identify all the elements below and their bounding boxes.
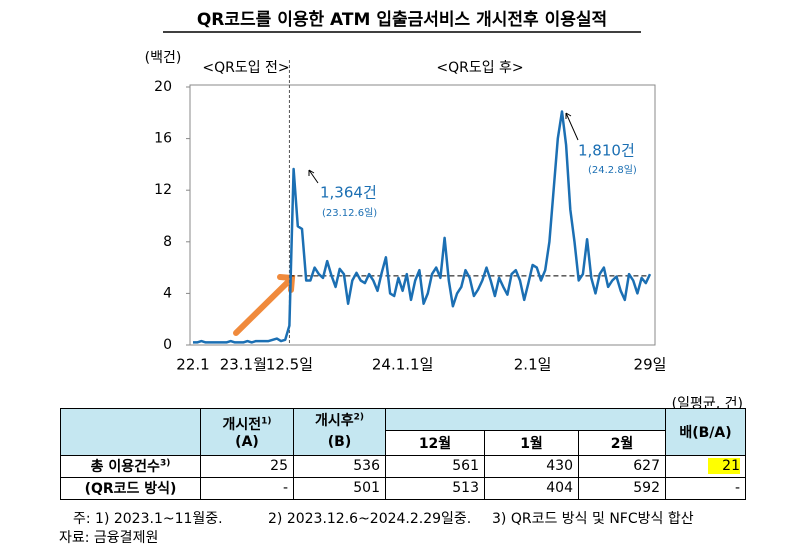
header-cell: 1월	[484, 429, 579, 456]
y-tick-label: 8	[163, 234, 172, 250]
table-cell: 561	[385, 454, 485, 478]
note-mark: 3)	[159, 458, 171, 469]
header-cell: (B)	[293, 430, 386, 456]
x-tick-label: 2.1일	[514, 356, 552, 374]
cell-value: -	[734, 480, 740, 496]
header-cell: 개시후2)	[293, 408, 386, 430]
footnote: 2) 2023.12.6~2024.2.29일중.	[268, 511, 472, 527]
header-cell: 배(B/A)	[665, 408, 746, 456]
table-unit: (일평균, 건)	[671, 396, 743, 412]
cell-value: 404	[546, 480, 573, 496]
cell-value: 21	[708, 458, 740, 474]
table-cell: 25	[200, 454, 294, 478]
header-text: 개시전	[222, 416, 262, 433]
x-tick-label: 12.5일	[266, 356, 313, 374]
header-text: 배(B/A)	[679, 424, 732, 441]
table-cell: 501	[293, 476, 386, 500]
header-text: (B)	[327, 434, 352, 451]
cell-value: -	[282, 480, 288, 496]
row-label: (QR코드 방식)	[60, 476, 201, 500]
table-cell: 536	[293, 454, 386, 478]
table-cell: 404	[484, 476, 579, 500]
footnote: 주: 1) 2023.1~11월중.	[73, 511, 223, 527]
x-tick-label: 29일	[634, 356, 667, 374]
source: 자료: 금융결제원	[59, 530, 159, 546]
annotation: 1,810건	[578, 142, 635, 160]
table-cell: 592	[578, 476, 666, 500]
table-cell: 430	[484, 454, 579, 478]
data-line	[193, 110, 652, 344]
y-tick-label: 16	[154, 131, 172, 147]
cell-value: 592	[633, 480, 660, 496]
y-tick-label: 0	[163, 337, 172, 353]
header-cell: 2월	[578, 429, 666, 456]
chart-title: QR코드를 이용한 ATM 입출금서비스 개시전후 이용실적	[197, 9, 607, 30]
table-cell: 627	[578, 454, 666, 478]
footnote: 3) QR코드 방식 및 NFC방식 합산	[492, 511, 694, 527]
table-cell: 513	[385, 476, 485, 500]
y-tick-label: 12	[154, 182, 172, 198]
cell-value: 25	[270, 458, 288, 474]
table-cell: -	[200, 476, 294, 500]
x-tick-label: 22.1	[176, 356, 209, 374]
data-table: 개시전1) (A) 개시후2) 배(B/A) (B) 12월 1월 2월 총 이용…	[60, 408, 746, 500]
cell-value: 513	[452, 480, 479, 496]
annotation: 1,364건	[320, 184, 377, 202]
header-text: (A)	[235, 433, 259, 450]
chart: QR코드를 이용한 ATM 입출금서비스 개시전후 이용실적 (백건) <QR도…	[145, 9, 667, 374]
cell-value: 430	[546, 458, 573, 474]
row-label-text: 총 이용건수	[90, 459, 160, 475]
note-mark: 1)	[261, 416, 272, 427]
period-label: <QR도입 후>	[436, 60, 523, 76]
plot-frame	[189, 84, 656, 346]
y-unit: (백건)	[145, 50, 182, 66]
callout-arrow	[565, 112, 579, 141]
header-cell	[385, 408, 666, 431]
row-label: 총 이용건수3)	[60, 454, 201, 478]
table-cell: -	[665, 476, 746, 500]
period-label: <QR도입 전>	[202, 60, 289, 76]
y-tick-label: 20	[154, 79, 172, 95]
annotation-date: (23.12.6일)	[322, 207, 377, 219]
header-cell: 개시전1) (A)	[200, 408, 294, 456]
callout-arrow	[308, 169, 319, 184]
cell-value: 536	[353, 458, 380, 474]
y-tick-label: 4	[163, 285, 172, 301]
cell-value: 627	[633, 458, 660, 474]
cell-value: 561	[452, 458, 479, 474]
x-tick-label: 23.1월	[220, 356, 267, 374]
cell-value: 501	[353, 480, 380, 496]
note-mark: 2)	[353, 411, 365, 422]
table-cell: 21	[665, 454, 746, 478]
header-text: 개시후	[314, 412, 354, 429]
annotation-date: (24.2.8일)	[588, 164, 637, 176]
header-cell: 12월	[385, 429, 485, 456]
trend-arrow	[233, 274, 296, 336]
x-tick-label: 24.1.1일	[372, 356, 434, 374]
header-cell	[60, 408, 201, 456]
